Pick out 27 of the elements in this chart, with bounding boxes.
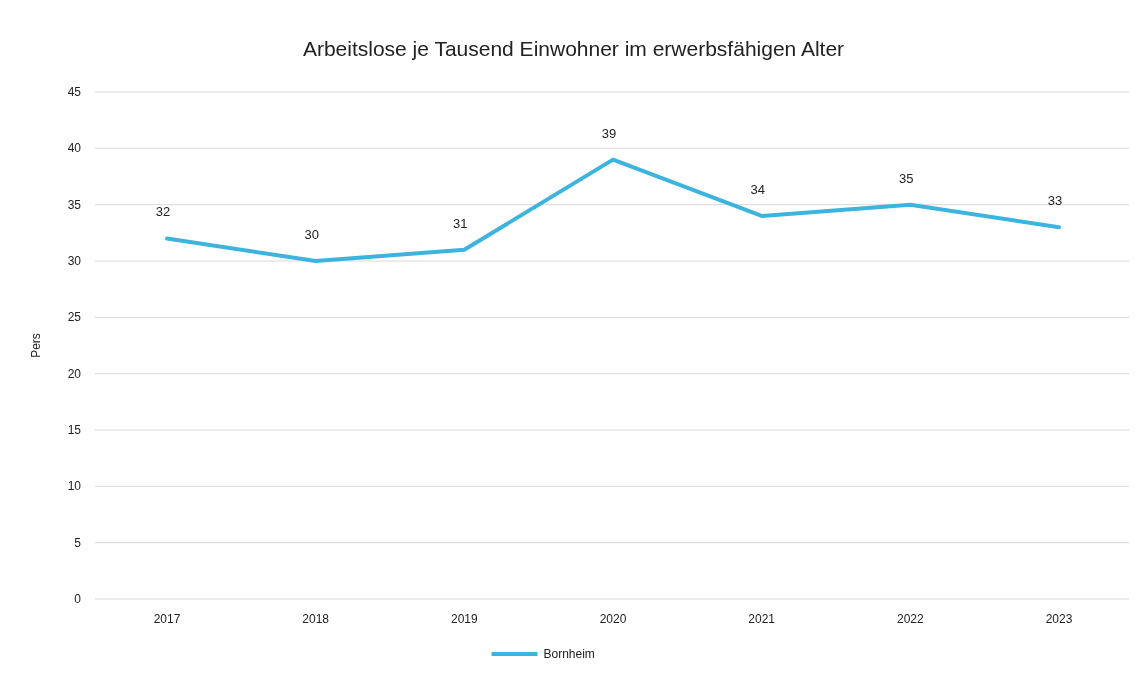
legend-label: Bornheim [543,647,595,661]
x-tick-label: 2019 [450,612,478,626]
data-label: 33 [1047,193,1063,209]
y-tick-label: 35 [67,197,82,212]
x-tick-label: 2021 [748,612,776,626]
x-tick-label: 2018 [302,612,330,626]
x-tick-label: 2022 [896,612,924,626]
chart-title: Arbeitslose je Tausend Einwohner im erwerbsfähigen Alter [302,37,845,60]
y-tick-label: 45 [67,85,82,99]
y-tick-label: 20 [67,366,82,381]
y-tick-label: 5 [74,535,82,550]
data-label: 31 [453,215,468,231]
x-tick-label: 2023 [1045,612,1073,626]
y-tick-label: 15 [67,423,82,437]
data-label: 32 [155,204,171,220]
y-tick-label: 40 [67,141,82,156]
x-tick-label: 2017 [153,612,181,626]
y-tick-label: 30 [67,254,82,268]
y-tick-label: 25 [67,310,82,325]
data-label: 39 [601,125,617,141]
data-label: 34 [750,181,765,197]
data-label: 35 [899,170,914,186]
y-tick-label: 10 [67,479,82,494]
data-label: 30 [304,227,319,242]
y-tick-label: 0 [74,592,82,606]
y-axis-title: Pers [29,333,43,358]
x-tick-label: 2020 [599,612,627,626]
